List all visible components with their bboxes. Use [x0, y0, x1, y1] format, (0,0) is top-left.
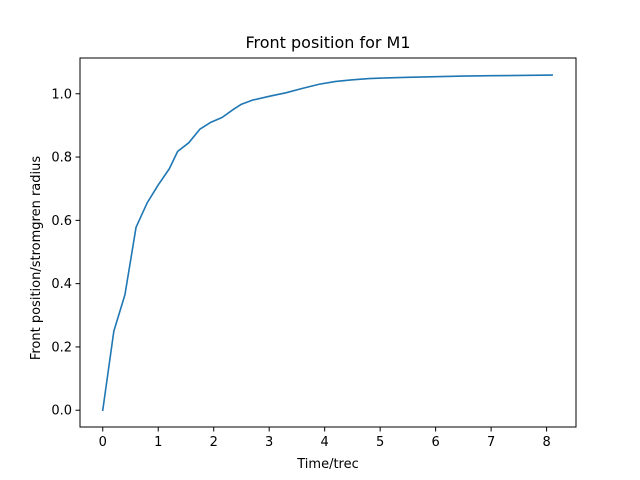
x-tick-label: 3 [265, 435, 273, 450]
plot-area-frame [79, 57, 577, 428]
y-tick-label: 0.6 [51, 214, 72, 229]
x-tick-label: 5 [376, 435, 384, 450]
y-axis: 0.0 0.2 0.4 0.6 0.8 1.0 [51, 87, 80, 419]
x-tick-label: 0 [99, 435, 107, 450]
y-tick-label: 0.4 [51, 277, 72, 292]
y-tick-label: 0.0 [51, 404, 72, 419]
y-tick-label: 0.2 [51, 340, 72, 355]
y-tick-label: 1.0 [51, 87, 72, 102]
x-tick-label: 8 [542, 435, 550, 450]
series-line [101, 74, 553, 412]
series-layer [101, 74, 553, 412]
y-axis-label: Front position/stromgren radius [29, 156, 44, 361]
chart-title: Front position for M1 [245, 33, 410, 52]
x-tick-label: 2 [210, 435, 218, 450]
x-tick-label: 1 [154, 435, 162, 450]
x-axis-label: Time/trec [296, 457, 359, 472]
x-tick-label: 4 [321, 435, 329, 450]
x-tick-label: 7 [487, 435, 495, 450]
x-tick-label: 6 [431, 435, 439, 450]
x-axis: 0 1 2 3 4 5 6 7 8 [99, 427, 551, 450]
y-tick-label: 0.8 [51, 151, 72, 166]
